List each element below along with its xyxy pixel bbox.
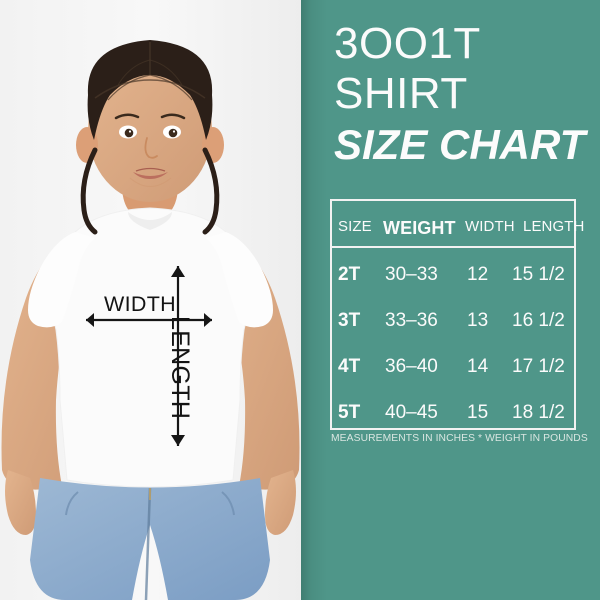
svg-text:LENGTH: LENGTH bbox=[166, 316, 194, 419]
svg-text:WIDTH: WIDTH bbox=[104, 292, 176, 316]
